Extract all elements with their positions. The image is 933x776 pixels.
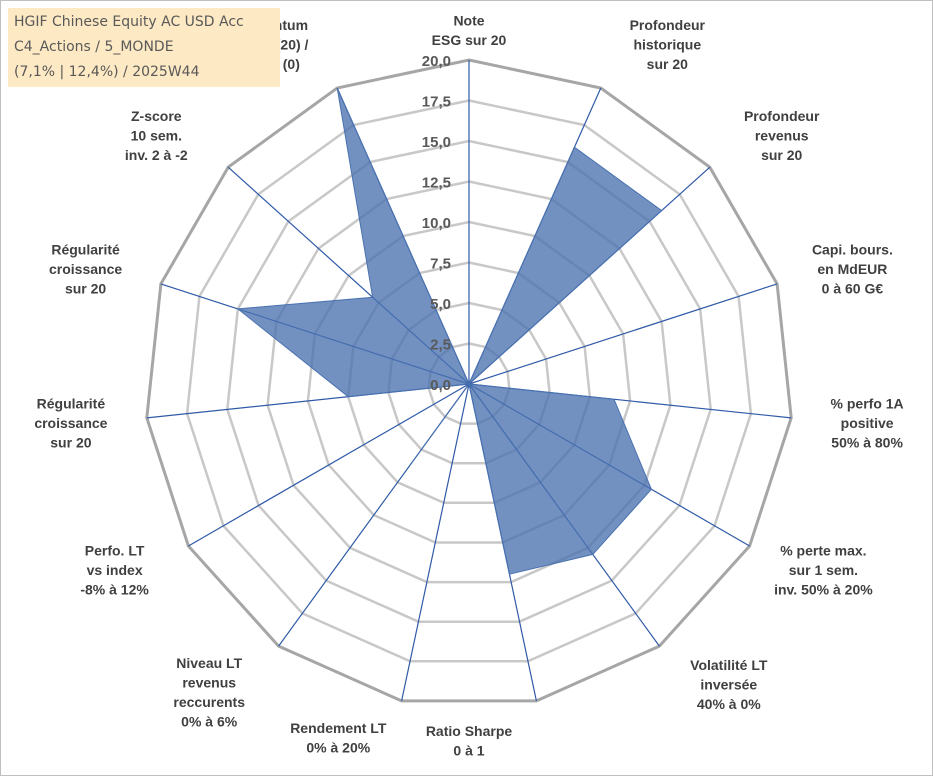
axis-spoke bbox=[188, 383, 470, 547]
radar-tick-labels: 0,0 2,5 5,0 7,5 10,0 12,5 15,0 17,5 20,0 bbox=[422, 53, 451, 394]
tick-label: 10,0 bbox=[422, 215, 451, 232]
tick-label: 7,5 bbox=[430, 256, 451, 273]
axis-label: Capi. bours. en MdEUR 0 à 60 G€ bbox=[812, 242, 893, 297]
axis-spoke bbox=[401, 383, 470, 702]
axis-label: % perte max. sur 1 sem. inv. 50% à 20% bbox=[774, 542, 873, 597]
tick-label: 17,5 bbox=[422, 94, 451, 111]
axis-label: % perfo 1A positive 50% à 80% bbox=[831, 395, 904, 450]
tick-label: 5,0 bbox=[430, 296, 451, 313]
axis-label: Rendement LT 0% à 20% bbox=[290, 720, 387, 756]
fund-stats: (7,1% | 12,4%) / 2025W44 bbox=[14, 64, 200, 80]
axis-label: Profondeur historique sur 20 bbox=[630, 17, 706, 72]
fund-title-box: HGIF Chinese Equity AC USD Acc C4_Action… bbox=[8, 8, 280, 87]
tick-label: 2,5 bbox=[430, 337, 451, 354]
grid-ring bbox=[185, 99, 753, 663]
fund-category: C4_Actions / 5_MONDE bbox=[14, 39, 174, 55]
axis-label: Régularité croissance sur 20 bbox=[49, 242, 122, 297]
tick-label: 12,5 bbox=[422, 175, 451, 192]
fund-name: HGIF Chinese Equity AC USD Acc bbox=[14, 14, 244, 30]
axis-label: Perfo. LT vs index -8% à 12% bbox=[80, 542, 149, 597]
axis-label: Volatilité LT inversée 40% à 0% bbox=[690, 657, 768, 712]
grid-ring bbox=[145, 58, 793, 703]
axis-label: Note ESG sur 20 bbox=[432, 13, 507, 49]
axis-label: Régularité croissance sur 20 bbox=[34, 395, 107, 450]
axis-label: Niveau LT revenus reccurents 0% à 6% bbox=[173, 655, 245, 730]
radar-series bbox=[236, 87, 663, 575]
axis-spoke bbox=[468, 283, 778, 385]
axis-label: Ratio Sharpe 0 à 1 bbox=[426, 723, 513, 759]
grid-ring bbox=[266, 180, 672, 584]
series-area bbox=[236, 87, 663, 575]
tick-label: 20,0 bbox=[422, 53, 451, 70]
tick-label: 0,0 bbox=[430, 377, 451, 394]
grid-ring bbox=[226, 139, 712, 623]
tick-label: 15,0 bbox=[422, 134, 451, 151]
radar-axis-labels: Note ESG sur 20 Profondeur historique sur 20… bbox=[34, 13, 903, 759]
axis-label: Z-score 10 sem. inv. 2 à -2 bbox=[125, 108, 188, 163]
axis-label: Profondeur revenus sur 20 bbox=[744, 108, 820, 163]
